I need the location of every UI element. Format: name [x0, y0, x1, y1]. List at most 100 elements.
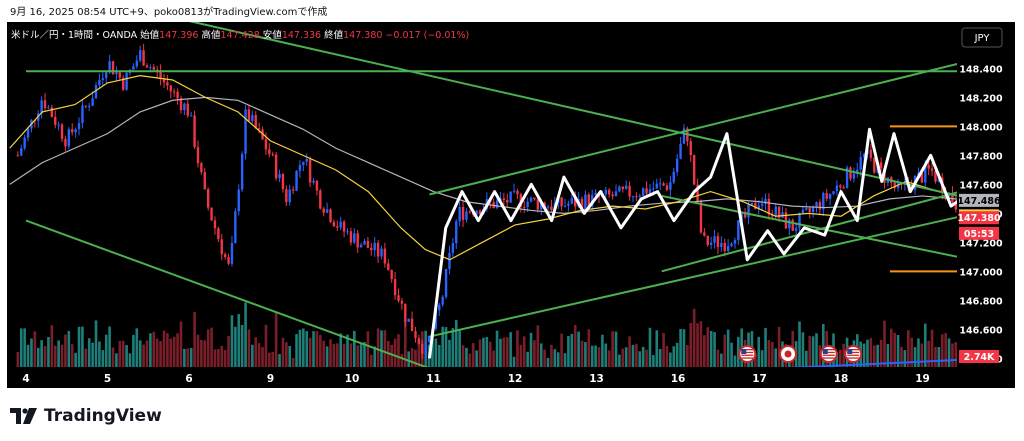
candle-body: [105, 72, 108, 79]
volume-bar: [682, 329, 686, 367]
candle-body: [132, 66, 135, 70]
volume-bar: [906, 330, 910, 367]
volume-bar: [696, 323, 699, 367]
volume-bar: [400, 354, 404, 367]
currency-button[interactable]: [961, 27, 1003, 48]
volume-bar: [60, 344, 64, 367]
volume-bar: [903, 350, 907, 367]
volume-bar: [251, 344, 254, 367]
volume-bar: [329, 339, 332, 367]
volume-bar: [485, 336, 489, 367]
volume-bar: [801, 332, 805, 367]
candle-body: [213, 220, 217, 229]
candle-body: [788, 219, 791, 229]
candle-body: [689, 141, 692, 156]
volume-bar: [332, 343, 336, 367]
volume-bar: [798, 321, 801, 367]
volume-bar: [84, 348, 88, 367]
volume-bar: [149, 333, 152, 367]
time-axis: 4 5 6 9 10 11 12 13 16 17 18 19: [7, 367, 1015, 388]
volume-bar: [563, 353, 567, 367]
candle-body: [268, 149, 271, 155]
volume-bar: [940, 334, 944, 367]
price-badge: [959, 211, 999, 225]
candle-body: [791, 219, 794, 231]
us-flag-stripe: [847, 351, 860, 354]
candle-body: [760, 203, 764, 206]
volume-bar: [703, 335, 706, 367]
candle-body: [862, 154, 866, 158]
candle-body: [580, 198, 584, 210]
candle-body: [356, 233, 359, 248]
volume-bar: [635, 343, 638, 367]
candle-body: [726, 246, 730, 251]
candle-body: [169, 85, 172, 92]
volume-bar: [403, 319, 407, 367]
candle-body: [781, 212, 784, 218]
volume-bar: [414, 349, 417, 367]
volume-bar: [261, 346, 264, 367]
legend-part: 始値: [140, 29, 160, 41]
volume-bar: [954, 341, 958, 367]
volume-bar: [186, 348, 190, 367]
volume-bar: [822, 324, 825, 367]
us-flag-stripe: [847, 354, 860, 356]
candle-body: [570, 198, 574, 204]
volume-bar: [437, 344, 441, 367]
tradingview-logo[interactable]: TradingView: [10, 404, 162, 428]
trend-line[interactable]: [91, 22, 1015, 219]
volume-bar: [628, 336, 631, 367]
volume-bar: [111, 347, 115, 367]
candle-body: [47, 107, 50, 109]
volume-bar: [570, 333, 574, 367]
candle-body: [298, 164, 302, 171]
candle-body: [410, 318, 414, 332]
candle-body: [771, 214, 774, 217]
candle-body: [390, 270, 393, 280]
volume-bar: [509, 332, 512, 367]
volume-bar: [621, 348, 625, 367]
candle-body: [302, 161, 305, 165]
volume-bar: [356, 345, 360, 367]
x-tick-label: 12: [508, 373, 523, 385]
volume-bar: [536, 325, 540, 367]
candle-body: [404, 303, 407, 322]
trend-line[interactable]: [429, 177, 1015, 338]
candle-body: [822, 192, 825, 210]
volume-bar: [458, 330, 461, 367]
candle-body: [723, 243, 726, 251]
volume-badge: [959, 350, 999, 363]
volume-bar: [502, 337, 506, 367]
volume-bar: [206, 329, 210, 367]
candle-body: [223, 254, 227, 258]
volume-bar: [166, 333, 169, 367]
candle-body: [621, 186, 624, 190]
volume-bar: [444, 327, 448, 367]
volume-bar: [556, 352, 560, 367]
candle-body: [709, 242, 713, 245]
volume-bar: [305, 331, 309, 367]
volume-bar: [917, 338, 920, 367]
candle-body: [930, 168, 934, 171]
volume-bar: [499, 338, 502, 367]
volume-bar: [679, 328, 682, 367]
candle-body: [546, 206, 550, 208]
volume-bar: [434, 338, 438, 367]
volume-bar: [594, 345, 597, 367]
volume-bar: [896, 335, 900, 367]
volume-bar: [658, 349, 662, 367]
price-chart[interactable]: 146.400146.600146.800147.000147.200147.4…: [7, 22, 1015, 388]
volume-bar: [210, 327, 213, 367]
candle-body: [336, 226, 339, 228]
candle-body: [828, 194, 832, 199]
volume-bar: [417, 340, 421, 367]
chart-panel[interactable]: 146.400146.600146.800147.000147.200147.4…: [7, 22, 1015, 388]
candle-body: [325, 209, 329, 213]
volume-bar: [288, 345, 292, 367]
candle-body: [536, 199, 540, 210]
volume-bar: [876, 344, 879, 367]
trend-line[interactable]: [25, 219, 442, 374]
candle-body: [444, 268, 448, 297]
trend-line[interactable]: [429, 22, 1015, 196]
candle-body: [244, 109, 247, 154]
